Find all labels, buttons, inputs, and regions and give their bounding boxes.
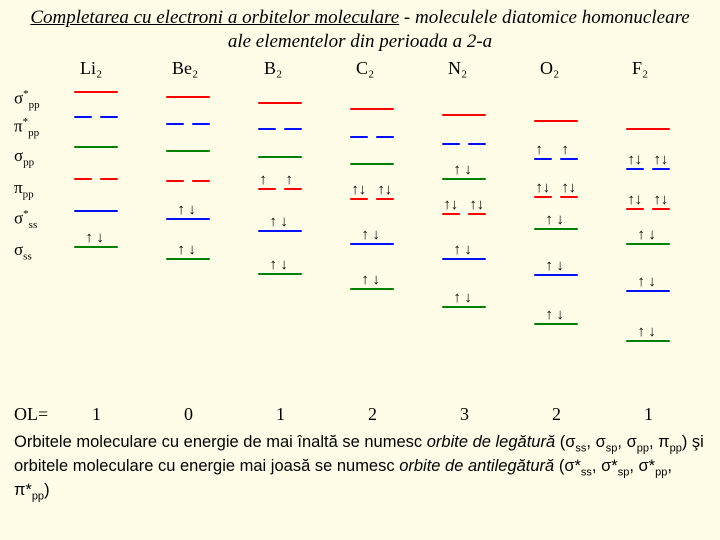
energy-level	[284, 128, 302, 130]
energy-level	[468, 213, 486, 215]
energy-level	[350, 198, 368, 200]
ol-label: OL=	[14, 404, 48, 425]
energy-level	[74, 178, 92, 180]
bottom-text: Orbitele moleculare cu energie de mai în…	[0, 428, 720, 504]
energy-level	[166, 180, 184, 182]
title: Completarea cu electroni a orbitelor mol…	[0, 0, 720, 58]
molecule-header: Be₂	[172, 58, 198, 79]
energy-level	[468, 143, 486, 145]
energy-level	[166, 258, 210, 260]
energy-level	[192, 180, 210, 182]
energy-level	[534, 274, 578, 276]
energy-level	[258, 128, 276, 130]
orbital-label: π*pp	[14, 116, 39, 139]
energy-level	[350, 136, 368, 138]
energy-level	[192, 123, 210, 125]
mo-diagram: Li₂ Be₂ B₂ C₂ N₂ O₂ F₂ σ*pp π*pp σpp πpp σ*ss σss OL=…	[10, 58, 710, 428]
energy-level	[350, 243, 394, 245]
energy-level	[166, 150, 210, 152]
energy-level	[626, 168, 644, 170]
energy-level	[74, 210, 118, 212]
ol-value: 2	[368, 404, 377, 425]
energy-level	[534, 323, 578, 325]
energy-level	[100, 116, 118, 118]
molecule-header: Li₂	[80, 58, 102, 79]
energy-level	[376, 198, 394, 200]
energy-level	[100, 178, 118, 180]
energy-level	[166, 123, 184, 125]
energy-level	[626, 128, 670, 130]
energy-level	[534, 228, 578, 230]
energy-level	[442, 143, 460, 145]
molecule-header: B₂	[264, 58, 282, 79]
energy-level	[376, 136, 394, 138]
molecule-header: N₂	[448, 58, 467, 79]
ol-value: 0	[184, 404, 193, 425]
orbital-label: σpp	[14, 146, 34, 168]
molecule-header: C₂	[356, 58, 374, 79]
energy-level	[74, 116, 92, 118]
energy-level	[626, 290, 670, 292]
orbital-label: σ*ss	[14, 208, 37, 231]
energy-level	[534, 158, 552, 160]
ol-value: 3	[460, 404, 469, 425]
energy-level	[258, 273, 302, 275]
energy-level	[350, 108, 394, 110]
energy-level	[560, 158, 578, 160]
energy-level	[258, 156, 302, 158]
energy-level	[442, 306, 486, 308]
orbital-label: σss	[14, 240, 32, 262]
energy-level	[626, 243, 670, 245]
energy-level	[258, 230, 302, 232]
energy-level	[534, 196, 552, 198]
energy-level	[350, 288, 394, 290]
energy-level	[442, 114, 486, 116]
ol-value: 1	[644, 404, 653, 425]
energy-level	[652, 168, 670, 170]
energy-level	[74, 91, 118, 93]
energy-level	[166, 218, 210, 220]
molecule-header: O₂	[540, 58, 559, 79]
energy-level	[442, 258, 486, 260]
orbital-label: πpp	[14, 178, 34, 200]
energy-level	[258, 188, 276, 190]
energy-level	[626, 208, 644, 210]
energy-level	[350, 163, 394, 165]
energy-level	[652, 208, 670, 210]
energy-level	[626, 340, 670, 342]
energy-level	[442, 178, 486, 180]
ol-value: 1	[92, 404, 101, 425]
energy-level	[74, 246, 118, 248]
molecule-header: F₂	[632, 58, 648, 79]
energy-level	[284, 188, 302, 190]
ol-value: 2	[552, 404, 561, 425]
energy-level	[258, 102, 302, 104]
energy-level	[442, 213, 460, 215]
ol-value: 1	[276, 404, 285, 425]
energy-level	[560, 196, 578, 198]
energy-level	[166, 96, 210, 98]
energy-level	[534, 120, 578, 122]
orbital-label: σ*pp	[14, 88, 40, 111]
energy-level	[74, 146, 118, 148]
title-underline: Completarea cu electroni a orbitelor mol…	[30, 7, 399, 28]
